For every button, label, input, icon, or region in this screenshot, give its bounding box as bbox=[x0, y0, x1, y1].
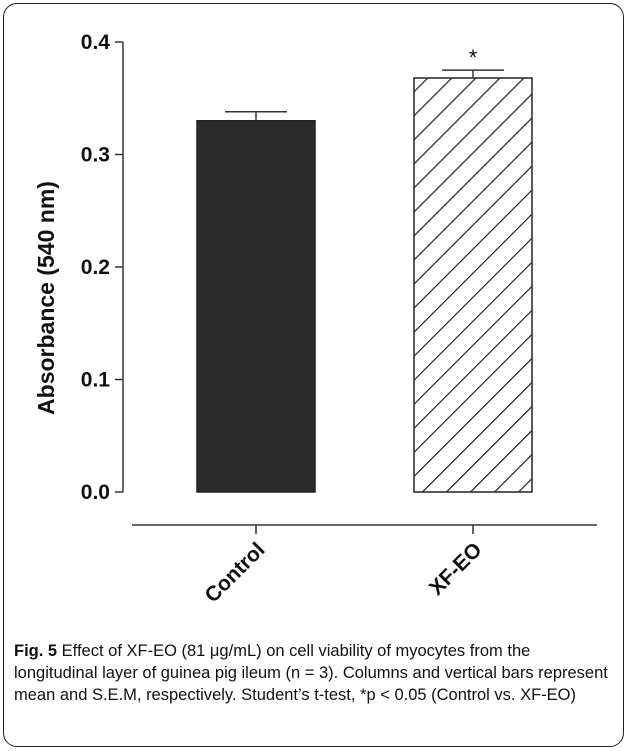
bar-control bbox=[196, 120, 316, 493]
bar-xf-eo bbox=[413, 77, 533, 493]
caption-text: Effect of XF-EO (81 μg/mL) on cell viabi… bbox=[14, 642, 608, 704]
bar-chart: Absorbance (540 nm) 0.0 0.1 0.2 0.3 0.4 * Co… bbox=[33, 31, 597, 607]
y-tick-label: 0.3 bbox=[81, 144, 110, 167]
x-tick-label: Control bbox=[200, 538, 269, 607]
x-tick-label: XF-EO bbox=[425, 538, 487, 600]
y-axis: 0.0 0.1 0.2 0.3 0.4 bbox=[81, 31, 124, 504]
x-axis: Control XF-EO bbox=[132, 524, 597, 607]
bars: * bbox=[196, 45, 533, 493]
y-tick-label: 0.4 bbox=[81, 31, 111, 54]
significance-marker: * bbox=[469, 45, 478, 70]
y-tick-label: 0.0 bbox=[81, 481, 110, 504]
y-tick-label: 0.2 bbox=[81, 256, 110, 279]
y-axis-label: Absorbance (540 nm) bbox=[33, 181, 59, 415]
y-tick-label: 0.1 bbox=[81, 369, 111, 392]
figure-caption: Fig. 5 Effect of XF-EO (81 μg/mL) on cel… bbox=[14, 640, 614, 706]
caption-label: Fig. 5 bbox=[14, 642, 58, 660]
